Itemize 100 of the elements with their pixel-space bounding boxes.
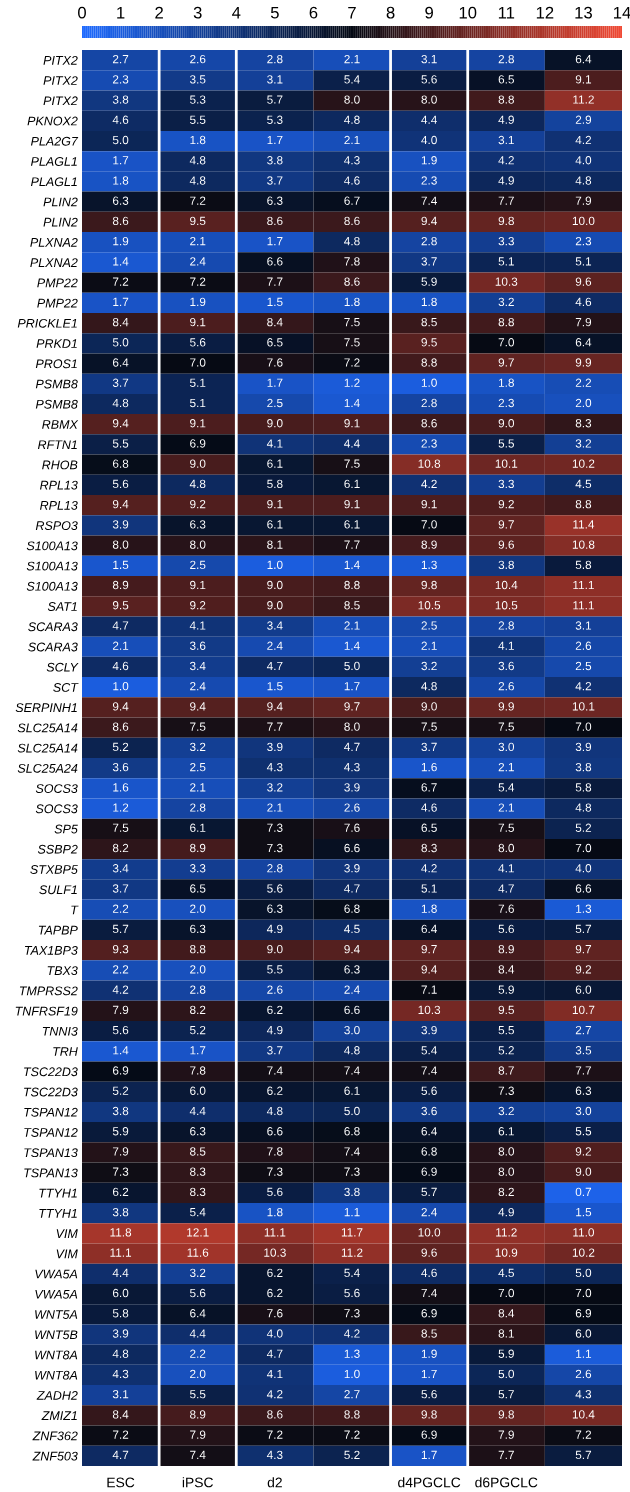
data-label: 2.2 [112, 904, 129, 913]
y-tick-label: VIM [56, 1229, 78, 1238]
data-label: 4.2 [575, 682, 592, 691]
data-label: 1.0 [113, 682, 129, 691]
data-label: 7.9 [190, 1430, 206, 1439]
data-label: 4.9 [498, 176, 514, 185]
data-label: 5.3 [267, 115, 283, 124]
data-label: 9.2 [575, 1147, 592, 1156]
data-label: 3.4 [189, 661, 206, 671]
x-tick-label: d6PGCLC [475, 1477, 538, 1488]
data-label: 1.8 [421, 297, 437, 307]
data-label: 5.5 [112, 439, 129, 448]
y-tick-label: PLAGL1 [30, 157, 77, 166]
data-label: 4.4 [421, 115, 437, 124]
y-tick-label: RPL13 [40, 480, 78, 490]
data-label: 1.5 [576, 1208, 592, 1217]
data-label: 7.5 [190, 722, 206, 731]
data-label: 5.4 [344, 75, 360, 84]
data-label: 2.3 [112, 75, 129, 84]
data-label: 4.6 [112, 115, 129, 124]
data-label: 2.8 [190, 985, 206, 994]
data-label: 3.8 [575, 762, 592, 772]
data-label: 2.3 [421, 439, 437, 448]
data-label: 4.8 [112, 1349, 129, 1358]
data-label: 6.1 [344, 1086, 360, 1095]
data-label: 6.0 [575, 985, 592, 994]
data-label: 11.6 [187, 1248, 209, 1257]
data-label: 5.8 [575, 783, 592, 792]
data-label: 4.8 [112, 398, 129, 408]
data-label: 2.1 [344, 54, 360, 64]
data-label: 11.1 [264, 1228, 286, 1237]
data-label: 9.0 [267, 580, 283, 590]
data-label: 8.6 [344, 216, 360, 226]
data-label: 7.5 [112, 823, 129, 832]
data-label: 6.5 [267, 338, 283, 347]
data-label: 5.5 [189, 115, 206, 124]
data-label: 6.0 [190, 1086, 206, 1095]
data-label: 7.2 [344, 358, 360, 367]
data-label: 4.5 [344, 924, 360, 934]
color-bar-label: 5 [270, 6, 279, 19]
data-label: 4.8 [421, 682, 437, 691]
data-label: 8.9 [421, 540, 437, 549]
data-label: 7.5 [498, 722, 514, 731]
data-label: 2.8 [190, 803, 206, 812]
data-label: 9.0 [267, 601, 283, 610]
data-label: 6.6 [344, 1005, 360, 1015]
data-label: 7.5 [498, 823, 514, 832]
data-label: 5.2 [575, 823, 592, 832]
data-label: 9.7 [344, 702, 360, 711]
data-label: 5.1 [498, 257, 514, 266]
data-label: 8.3 [190, 1167, 206, 1176]
data-label: 5.6 [189, 1288, 206, 1298]
data-label: 8.2 [190, 1005, 206, 1015]
y-tick-label: WNT5B [35, 1330, 78, 1340]
y-tick-label: RBMX [42, 420, 79, 429]
data-label: 3.8 [267, 156, 283, 165]
y-tick-label: TNNI3 [42, 1026, 78, 1036]
data-label: 9.5 [421, 338, 437, 347]
data-label: 9.6 [421, 1248, 437, 1257]
data-label: 10.8 [418, 459, 441, 468]
data-label: 2.7 [344, 1390, 360, 1399]
data-label: 4.4 [189, 1329, 206, 1338]
y-tick-label: PROS1 [35, 359, 77, 369]
data-label: 5.0 [344, 1106, 360, 1116]
data-label: 9.9 [575, 358, 592, 367]
y-tick-label: SCLY [46, 662, 79, 672]
data-label: 9.8 [421, 1410, 437, 1419]
data-label: 3.0 [344, 1025, 360, 1035]
data-label: 2.6 [344, 803, 360, 812]
data-label: 6.4 [575, 54, 592, 64]
color-bar-label: 14 [614, 6, 630, 19]
data-label: 3.2 [498, 297, 514, 307]
data-label: 3.8 [112, 95, 129, 104]
data-label: 4.0 [421, 135, 437, 145]
data-label: 2.2 [112, 965, 129, 974]
data-label: 4.4 [344, 439, 360, 448]
data-label: 3.7 [112, 884, 129, 893]
data-label: 4.8 [344, 1046, 360, 1055]
data-label: 6.1 [190, 823, 206, 832]
data-label: 9.7 [575, 944, 592, 954]
y-tick-label: PLAGL1 [30, 177, 77, 187]
data-label: 3.0 [498, 742, 515, 752]
data-label: 4.7 [112, 621, 129, 630]
data-label: 5.5 [575, 1127, 592, 1136]
y-tick-label: PLXNA2 [30, 258, 78, 267]
data-label: 4.1 [498, 641, 514, 650]
y-tick-label: RHOB [42, 460, 78, 470]
data-label: 8.9 [190, 1410, 206, 1419]
data-label: 7.0 [498, 1288, 515, 1298]
data-label: 1.1 [344, 1208, 360, 1217]
data-label: 7.7 [575, 1066, 592, 1075]
data-label: 6.2 [267, 1086, 283, 1095]
data-label: 3.1 [112, 1390, 129, 1399]
color-bar-label: 7 [348, 6, 356, 19]
x-tick-label: ESC [107, 1477, 135, 1488]
data-label: 2.8 [421, 236, 437, 246]
data-label: 4.8 [189, 176, 206, 185]
data-label: 3.9 [112, 520, 129, 529]
data-label: 2.5 [575, 661, 592, 671]
data-label: 3.2 [575, 439, 592, 448]
